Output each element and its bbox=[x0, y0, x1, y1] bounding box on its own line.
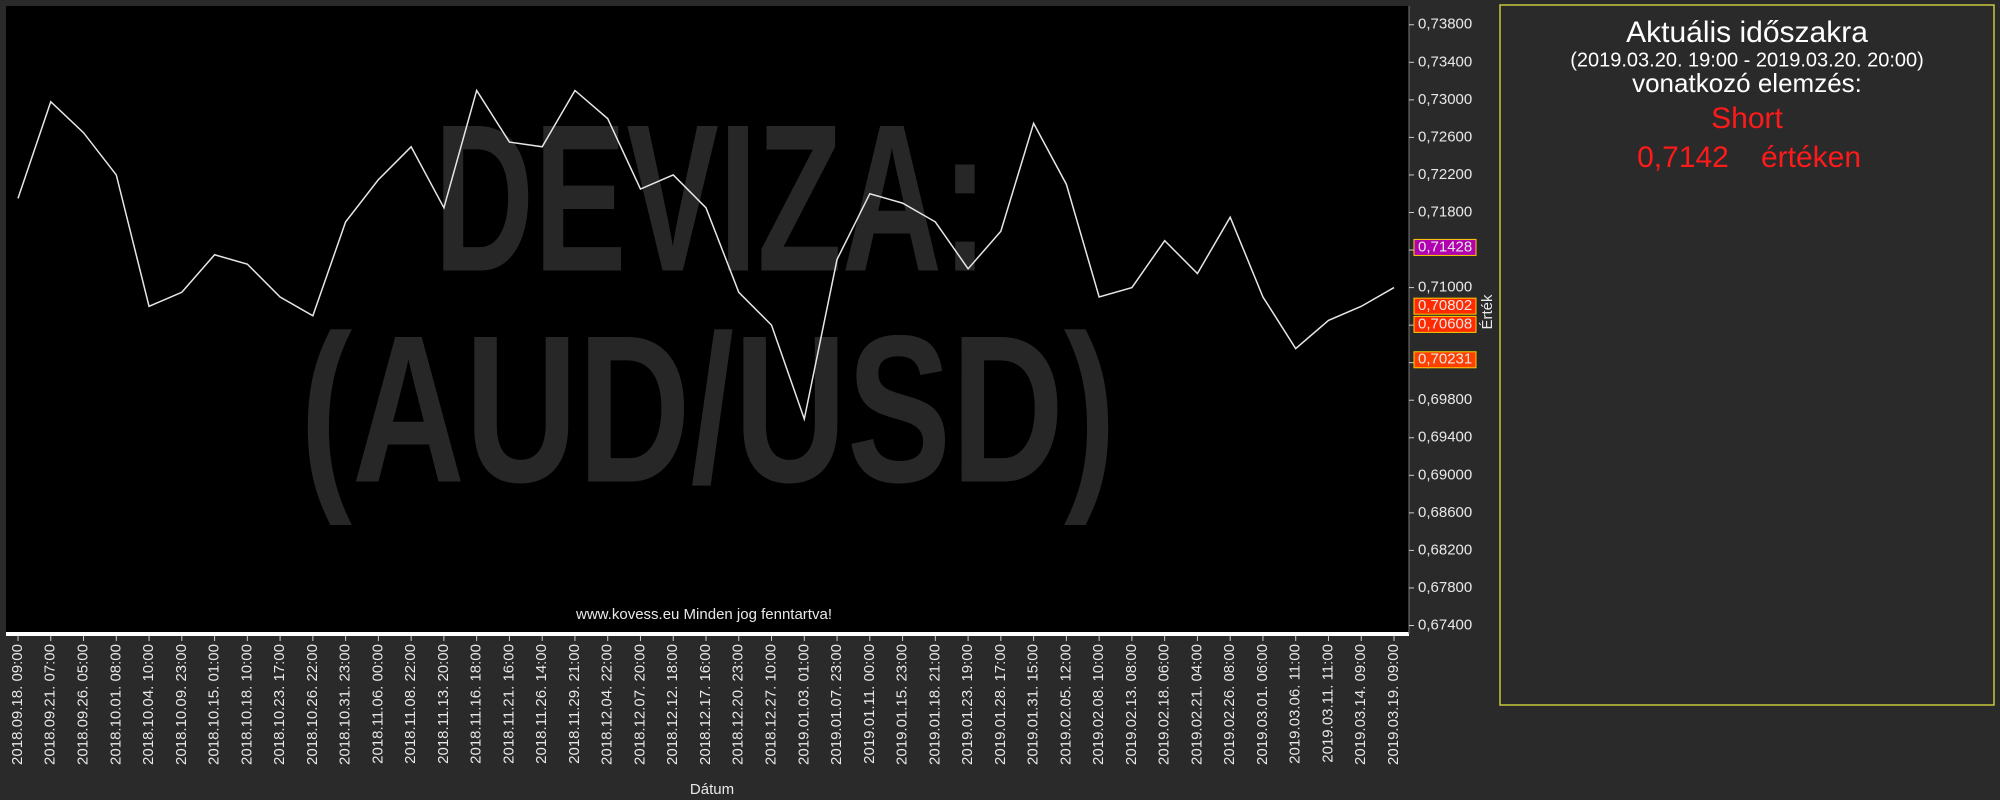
x-tick-label: 2018.11.08. 22:00 bbox=[402, 644, 419, 764]
y-tick-label: 0,68600 bbox=[1418, 504, 1472, 521]
y-tick-label: 0,67800 bbox=[1418, 579, 1472, 596]
y-tick-label: 0,69400 bbox=[1418, 429, 1472, 446]
y-tick-label: 0,73400 bbox=[1418, 53, 1472, 70]
y-tick-label: 0,73000 bbox=[1418, 91, 1472, 108]
analysis-panel bbox=[1499, 4, 1995, 706]
price-marker bbox=[1413, 238, 1477, 256]
x-tick-label: 2018.09.26. 05:00 bbox=[74, 644, 91, 765]
x-tick-label: 2018.10.09. 23:00 bbox=[173, 644, 190, 765]
x-tick-label: 2018.12.27. 10:00 bbox=[762, 644, 779, 765]
x-tick-label: 2018.12.12. 18:00 bbox=[664, 644, 681, 765]
x-tick-label: 2019.01.15. 23:00 bbox=[894, 644, 911, 765]
price-marker bbox=[1413, 297, 1477, 315]
x-tick-label: 2018.10.04. 10:00 bbox=[140, 644, 157, 765]
x-tick-label: 2018.11.26. 14:00 bbox=[533, 644, 550, 764]
y-tick-label: 0,69000 bbox=[1418, 466, 1472, 483]
x-tick-label: 2018.12.17. 16:00 bbox=[697, 644, 714, 765]
x-tick-label: 2018.10.31. 23:00 bbox=[337, 644, 354, 765]
x-tick-label: 2019.03.11. 11:00 bbox=[1319, 644, 1336, 763]
y-tick-label: 0,72200 bbox=[1418, 166, 1472, 183]
y-tick-label: 0,71800 bbox=[1418, 203, 1472, 220]
x-tick-label: 2019.01.11. 00:00 bbox=[861, 644, 878, 764]
price-marker bbox=[1413, 315, 1477, 333]
x-tick-label: 2018.12.04. 22:00 bbox=[599, 644, 616, 765]
price-marker bbox=[1413, 351, 1477, 369]
y-tick-label: 0,71000 bbox=[1418, 279, 1472, 296]
x-tick-label: 2019.01.31. 15:00 bbox=[1025, 644, 1042, 765]
footer: www.kovess.eu Minden jog fenntartva! bbox=[575, 606, 832, 623]
x-tick-label: 2018.10.23. 17:00 bbox=[271, 644, 288, 765]
price-marker-label: 0,71428 bbox=[1418, 238, 1472, 255]
x-tick-label: 2019.02.05. 12:00 bbox=[1057, 644, 1074, 765]
x-tick-label: 2018.11.29. 21:00 bbox=[566, 644, 583, 764]
x-tick-label: 2018.10.01. 08:00 bbox=[107, 644, 124, 765]
x-tick-label: 2019.02.18. 06:00 bbox=[1156, 644, 1173, 765]
x-tick-label: 2018.11.21. 16:00 bbox=[500, 644, 517, 764]
x-axis-label: Dátum bbox=[690, 781, 734, 798]
x-tick-label: 2019.02.13. 08:00 bbox=[1123, 644, 1140, 765]
y-tick-label: 0,69800 bbox=[1418, 391, 1472, 408]
x-tick-label: 2019.01.03. 01:00 bbox=[795, 644, 812, 765]
x-tick-label: 2019.01.23. 19:00 bbox=[959, 644, 976, 765]
x-tick-label: 2019.02.26. 08:00 bbox=[1221, 644, 1238, 765]
y-tick-label: 0,68200 bbox=[1418, 541, 1472, 558]
price-marker-label: 0,70608 bbox=[1418, 315, 1472, 332]
price-marker-label: 0,70802 bbox=[1418, 297, 1472, 314]
y-axis-label: Érték bbox=[1479, 294, 1496, 330]
plot-area bbox=[6, 6, 1409, 633]
price-line bbox=[17, 88, 1395, 422]
x-tick-label: 2019.01.18. 21:00 bbox=[926, 644, 943, 765]
x-tick-label: 2018.11.06. 00:00 bbox=[369, 644, 386, 764]
panel-title: Aktuális időszakra bbox=[1626, 16, 1868, 49]
x-tick-label: 2018.10.18. 10:00 bbox=[238, 644, 255, 765]
y-tick-label: 0,72600 bbox=[1418, 128, 1472, 145]
watermark: DEVIZA: bbox=[434, 80, 988, 315]
y-tick-label: 0,73800 bbox=[1418, 16, 1472, 33]
x-tick-label: 2019.01.28. 17:00 bbox=[992, 644, 1009, 765]
y-tick-label: 0,67400 bbox=[1418, 616, 1472, 633]
x-tick-label: 2019.03.01. 06:00 bbox=[1254, 644, 1271, 765]
x-tick-label: 2018.09.18. 09:00 bbox=[9, 644, 26, 765]
watermark: (AUD/USD) bbox=[300, 291, 1116, 526]
panel-signal: Short bbox=[1711, 102, 1783, 135]
x-tick-label: 2019.03.06. 11:00 bbox=[1287, 644, 1304, 764]
x-tick-label: 2019.02.21. 04:00 bbox=[1188, 644, 1205, 765]
x-tick-label: 2018.11.13. 20:00 bbox=[435, 644, 452, 764]
x-tick-label: 2019.01.07. 23:00 bbox=[828, 644, 845, 765]
panel-period: (2019.03.20. 19:00 - 2019.03.20. 20:00) bbox=[1570, 49, 1924, 71]
x-tick-label: 2018.12.07. 20:00 bbox=[631, 644, 648, 765]
x-tick-label: 2018.12.20. 23:00 bbox=[730, 644, 747, 765]
x-tick-label: 2018.11.16. 18:00 bbox=[468, 644, 485, 764]
x-tick-label: 2018.10.26. 22:00 bbox=[304, 644, 321, 765]
x-tick-label: 2019.02.08. 10:00 bbox=[1090, 644, 1107, 765]
x-tick-label: 2018.10.15. 01:00 bbox=[206, 644, 223, 765]
x-tick-label: 2019.03.14. 09:00 bbox=[1352, 644, 1369, 765]
x-tick-label: 2018.09.21. 07:00 bbox=[42, 644, 59, 765]
panel-price: 0,7142 bbox=[1637, 141, 1729, 174]
panel-suffix: értéken bbox=[1761, 141, 1861, 174]
x-tick-label: 2019.03.19. 09:00 bbox=[1385, 644, 1402, 765]
price-marker-label: 0,70231 bbox=[1418, 351, 1472, 368]
panel-subtitle: vonatkozó elemzés: bbox=[1632, 68, 1862, 98]
